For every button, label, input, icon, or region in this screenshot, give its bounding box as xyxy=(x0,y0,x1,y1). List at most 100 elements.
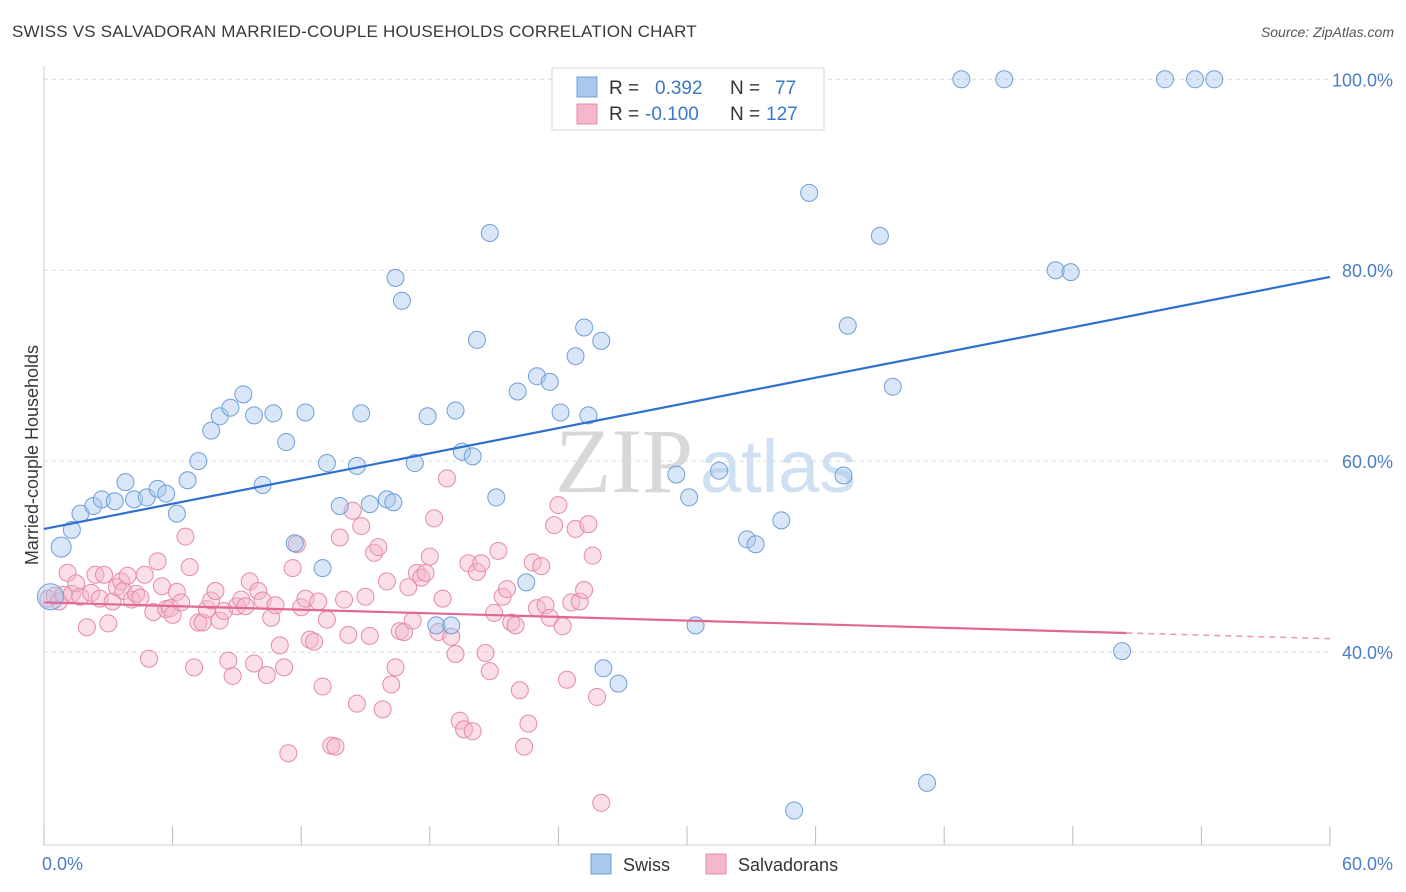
salvadorans-point xyxy=(82,583,101,602)
chart-title: SWISS VS SALVADORAN MARRIED-COUPLE HOUSE… xyxy=(12,22,697,41)
salvadorans-point xyxy=(587,687,606,706)
swiss-point xyxy=(330,497,349,516)
salvadorans-point xyxy=(592,793,611,812)
salvadorans-point xyxy=(446,644,465,663)
swiss-point xyxy=(551,403,570,422)
salvadorans-point xyxy=(309,592,328,611)
salvadorans-point xyxy=(148,552,167,571)
swiss-point xyxy=(105,492,124,511)
salvadorans-point xyxy=(403,611,422,630)
salvadorans-point xyxy=(189,613,208,632)
salvadorans-point xyxy=(313,677,332,696)
swiss-point xyxy=(296,403,315,422)
salvadorans-point xyxy=(545,516,564,535)
salvadorans-point xyxy=(369,538,388,557)
legend-r-label-salvadorans: R = xyxy=(609,104,639,125)
swiss-point xyxy=(1205,70,1224,89)
salvadorans-point xyxy=(95,565,114,584)
salvadorans-point xyxy=(99,614,118,633)
swiss-point xyxy=(384,493,403,512)
salvadorans-point xyxy=(335,590,354,609)
series-legend: Swiss Salvadorans xyxy=(590,853,838,875)
salvadorans-point xyxy=(437,469,456,488)
swiss-point xyxy=(592,331,611,350)
swiss-point xyxy=(1046,261,1065,280)
salvadorans-point xyxy=(416,563,435,582)
grid-lines xyxy=(44,78,1330,653)
trend-lines xyxy=(43,275,1331,640)
salvadorans-point xyxy=(360,626,379,645)
salvadorans-point xyxy=(510,681,529,700)
bottom-legend-swatch-salvadorans xyxy=(705,853,727,875)
swiss-point xyxy=(62,520,81,539)
swiss-point xyxy=(686,616,705,635)
swiss-point xyxy=(609,674,628,693)
swiss-point xyxy=(1155,70,1174,89)
swiss-point xyxy=(313,559,332,578)
source-credit: Source: ZipAtlas.com xyxy=(1260,24,1394,40)
swiss-point xyxy=(995,70,1014,89)
salvadorans-point xyxy=(386,658,405,677)
swiss-point xyxy=(1113,642,1132,661)
swiss-point xyxy=(785,801,804,820)
salvadorans-point xyxy=(245,654,264,673)
salvadorans-point xyxy=(219,651,238,670)
salvadorans-point xyxy=(257,665,276,684)
y-tick-label: 80.0% xyxy=(1342,261,1393,281)
swiss-point xyxy=(883,377,902,396)
swiss-point xyxy=(50,536,72,558)
salvadorans-point xyxy=(305,632,324,651)
salvadorans-point xyxy=(557,670,576,689)
salvadorans-point xyxy=(463,722,482,741)
watermark-zip: ZIP xyxy=(555,410,693,512)
swiss-point xyxy=(667,465,686,484)
swiss-point xyxy=(467,330,486,349)
legend-swatch-salvadorans xyxy=(576,103,598,125)
swiss-point xyxy=(234,385,253,404)
salvadorans-point xyxy=(202,591,221,610)
swiss-point xyxy=(317,454,336,473)
salvadorans-point xyxy=(180,558,199,577)
swiss-trend-line xyxy=(43,275,1331,531)
salvadorans-point xyxy=(450,711,469,730)
salvadorans-point xyxy=(317,610,336,629)
swiss-point xyxy=(116,473,135,492)
salvadorans-point xyxy=(377,572,396,591)
legend-n-label-swiss: N = xyxy=(730,78,760,99)
swiss-point xyxy=(360,495,379,514)
swiss-point xyxy=(680,488,699,507)
watermark: ZIP atlas xyxy=(555,410,856,512)
swiss-point xyxy=(746,535,765,554)
salvadorans-point xyxy=(167,582,186,601)
salvadorans-point xyxy=(67,574,86,593)
swiss-point xyxy=(418,407,437,426)
salvadorans-point xyxy=(382,675,401,694)
swiss-point xyxy=(838,316,857,335)
swiss-point xyxy=(870,226,889,245)
swiss-point xyxy=(405,454,424,473)
salvadorans-point xyxy=(352,517,371,536)
salvadorans-point xyxy=(279,744,298,763)
bottom-legend-salvadorans: Salvadorans xyxy=(738,855,838,875)
legend-r-value-salvadorans: -0.100 xyxy=(645,104,699,125)
salvadorans-point xyxy=(270,636,289,655)
legend-r-value-swiss: 0.392 xyxy=(655,78,703,99)
salvadorans-point xyxy=(236,597,255,616)
swiss-point xyxy=(245,406,264,425)
salvadorans-point xyxy=(292,598,311,617)
swiss-point xyxy=(918,773,937,792)
swiss-point xyxy=(202,421,221,440)
x-tick-label: 0.0% xyxy=(42,854,83,874)
swiss-point xyxy=(392,291,411,310)
x-tick-label: 60.0% xyxy=(1342,854,1393,874)
salvadorans-point xyxy=(206,581,225,600)
legend-r-label-swiss: R = xyxy=(609,78,639,99)
salvadorans-point xyxy=(425,509,444,528)
salvadorans-point xyxy=(485,603,504,622)
y-axis-label: Married-couple Households xyxy=(22,345,42,565)
swiss-point xyxy=(442,616,461,635)
salvadorans-point xyxy=(515,737,534,756)
swiss-point xyxy=(834,466,853,485)
legend-n-label-salvadorans: N = xyxy=(730,104,760,125)
